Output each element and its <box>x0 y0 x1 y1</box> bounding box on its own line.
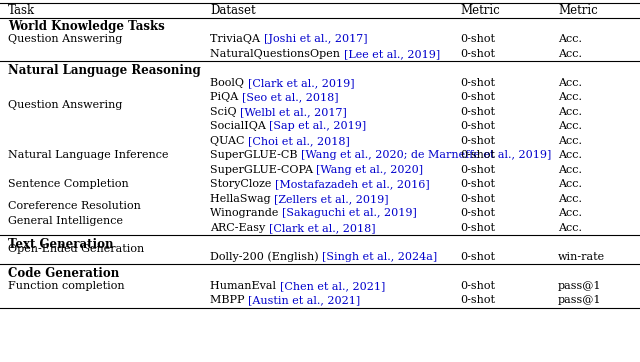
Text: SuperGLUE-COPA: SuperGLUE-COPA <box>210 165 317 175</box>
Text: StoryCloze: StoryCloze <box>210 179 275 189</box>
Text: SocialIQA: SocialIQA <box>210 121 269 131</box>
Text: Acc.: Acc. <box>558 165 582 175</box>
Text: SciQ: SciQ <box>210 107 240 117</box>
Text: SuperGLUE-CB: SuperGLUE-CB <box>210 150 301 160</box>
Text: 0-shot: 0-shot <box>460 165 495 175</box>
Text: NaturalQuestionsOpen: NaturalQuestionsOpen <box>210 49 344 59</box>
Text: [Seo et al., 2018]: [Seo et al., 2018] <box>242 92 339 102</box>
Text: [Sakaguchi et al., 2019]: [Sakaguchi et al., 2019] <box>282 208 417 218</box>
Text: [Zellers et al., 2019]: [Zellers et al., 2019] <box>274 194 388 204</box>
Text: Natural Language Reasoning: Natural Language Reasoning <box>8 64 201 77</box>
Text: [Mostafazadeh et al., 2016]: [Mostafazadeh et al., 2016] <box>275 179 429 189</box>
Text: 0-shot: 0-shot <box>460 208 495 218</box>
Text: Metric: Metric <box>558 4 598 17</box>
Text: Dolly-200 (English): Dolly-200 (English) <box>210 252 322 262</box>
Text: 0-shot: 0-shot <box>460 295 495 305</box>
Text: Function completion: Function completion <box>8 281 125 291</box>
Text: 0-shot: 0-shot <box>460 179 495 189</box>
Text: General Intelligence: General Intelligence <box>8 215 123 226</box>
Text: [Joshi et al., 2017]: [Joshi et al., 2017] <box>264 34 367 44</box>
Text: BoolQ: BoolQ <box>210 78 248 88</box>
Text: TriviaQA: TriviaQA <box>210 34 264 44</box>
Text: Code Generation: Code Generation <box>8 267 119 280</box>
Text: Acc.: Acc. <box>558 34 582 44</box>
Text: 0-shot: 0-shot <box>460 78 495 88</box>
Text: Acc.: Acc. <box>558 223 582 233</box>
Text: [Sap et al., 2019]: [Sap et al., 2019] <box>269 121 367 131</box>
Text: [Wang et al., 2020]: [Wang et al., 2020] <box>317 165 424 175</box>
Text: Winogrande: Winogrande <box>210 208 282 218</box>
Text: PiQA: PiQA <box>210 92 242 102</box>
Text: 0-shot: 0-shot <box>460 136 495 146</box>
Text: Natural Language Inference: Natural Language Inference <box>8 150 168 160</box>
Text: [Clark et al., 2019]: [Clark et al., 2019] <box>248 78 354 88</box>
Text: Task: Task <box>8 4 35 17</box>
Text: Acc.: Acc. <box>558 208 582 218</box>
Text: 0-shot: 0-shot <box>460 252 495 262</box>
Text: Question Answering: Question Answering <box>8 100 122 109</box>
Text: Acc.: Acc. <box>558 107 582 117</box>
Text: Text Generation: Text Generation <box>8 238 113 251</box>
Text: Acc.: Acc. <box>558 49 582 59</box>
Text: Sentence Completion: Sentence Completion <box>8 179 129 189</box>
Text: HumanEval: HumanEval <box>210 281 280 291</box>
Text: World Knowledge Tasks: World Knowledge Tasks <box>8 20 164 33</box>
Text: [Wang et al., 2020; de Marneffe et al., 2019]: [Wang et al., 2020; de Marneffe et al., … <box>301 150 552 160</box>
Text: [Lee et al., 2019]: [Lee et al., 2019] <box>344 49 440 59</box>
Text: 0-shot: 0-shot <box>460 223 495 233</box>
Text: 0-shot: 0-shot <box>460 194 495 204</box>
Text: Question Answering: Question Answering <box>8 34 122 44</box>
Text: [Austin et al., 2021]: [Austin et al., 2021] <box>248 295 360 305</box>
Text: Acc.: Acc. <box>558 92 582 102</box>
Text: Acc.: Acc. <box>558 194 582 204</box>
Text: pass@1: pass@1 <box>558 295 602 305</box>
Text: Acc.: Acc. <box>558 150 582 160</box>
Text: Acc.: Acc. <box>558 78 582 88</box>
Text: 0-shot: 0-shot <box>460 121 495 131</box>
Text: 0-shot: 0-shot <box>460 92 495 102</box>
Text: [Chen et al., 2021]: [Chen et al., 2021] <box>280 281 385 291</box>
Text: 0-shot: 0-shot <box>460 281 495 291</box>
Text: [Singh et al., 2024a]: [Singh et al., 2024a] <box>322 252 437 262</box>
Text: 0-shot: 0-shot <box>460 150 495 160</box>
Text: pass@1: pass@1 <box>558 281 602 291</box>
Text: Dataset: Dataset <box>210 4 255 17</box>
Text: ARC-Easy: ARC-Easy <box>210 223 269 233</box>
Text: Coreference Resolution: Coreference Resolution <box>8 201 141 211</box>
Text: Open-Ended Generation: Open-Ended Generation <box>8 244 144 254</box>
Text: Acc.: Acc. <box>558 179 582 189</box>
Text: 0-shot: 0-shot <box>460 107 495 117</box>
Text: [Choi et al., 2018]: [Choi et al., 2018] <box>248 136 350 146</box>
Text: 0-shot: 0-shot <box>460 49 495 59</box>
Text: MBPP: MBPP <box>210 295 248 305</box>
Text: [Welbl et al., 2017]: [Welbl et al., 2017] <box>240 107 347 117</box>
Text: Acc.: Acc. <box>558 121 582 131</box>
Text: win-rate: win-rate <box>558 252 605 262</box>
Text: Metric: Metric <box>460 4 500 17</box>
Text: [Clark et al., 2018]: [Clark et al., 2018] <box>269 223 376 233</box>
Text: 0-shot: 0-shot <box>460 34 495 44</box>
Text: QUAC: QUAC <box>210 136 248 146</box>
Text: HellaSwag: HellaSwag <box>210 194 274 204</box>
Text: Acc.: Acc. <box>558 136 582 146</box>
